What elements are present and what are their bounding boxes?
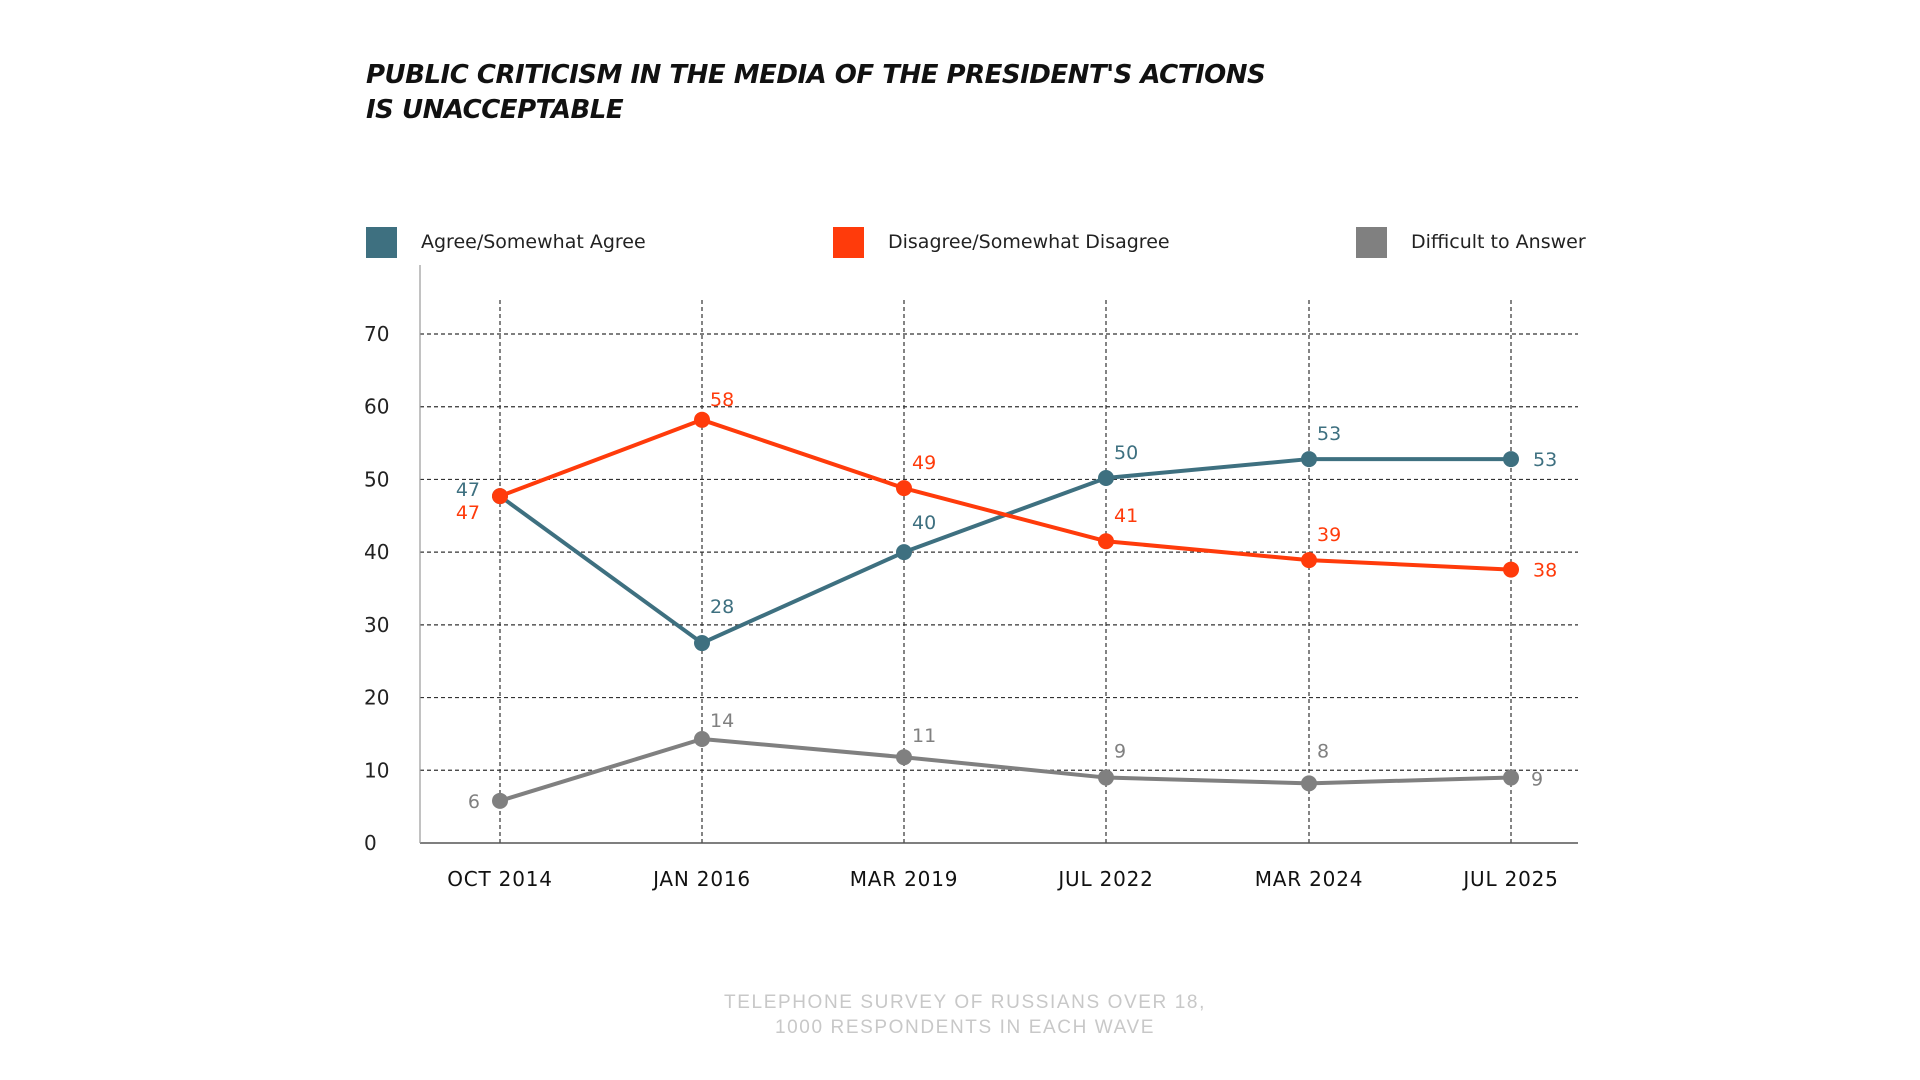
- survey-note-line-2: 1000 RESPONDENTS IN EACH WAVE: [774, 1017, 1156, 1038]
- series-agree: 47 28 40 50 53 53: [456, 423, 1557, 652]
- legend-label-disagree: Disagree/Somewhat Disagree: [888, 231, 1170, 253]
- data-label-agree: 47: [456, 479, 480, 501]
- legend-label-agree: Agree/Somewhat Agree: [421, 231, 646, 253]
- y-tick-label: 40: [364, 540, 389, 564]
- x-tick-label: JAN 2016: [651, 867, 751, 891]
- data-point-agree: [694, 635, 710, 652]
- data-point-disagree: [896, 480, 912, 497]
- data-label-disagree: 38: [1533, 560, 1557, 582]
- legend-swatch-disagree: [833, 227, 864, 258]
- y-tick-label: 30: [364, 613, 389, 637]
- series-line-agree: [498, 457, 1511, 646]
- data-point-agree: [1301, 451, 1317, 468]
- data-point-agree: [1098, 469, 1114, 486]
- data-label-agree: 50: [1114, 442, 1138, 464]
- legend-swatch-difficult: [1356, 227, 1387, 258]
- data-point-disagree: [1301, 552, 1317, 569]
- data-label-agree: 53: [1533, 449, 1557, 471]
- y-tick-label: 60: [364, 395, 389, 419]
- data-label-difficult: 11: [912, 725, 936, 747]
- data-label-agree: 40: [912, 512, 936, 534]
- series-layer: 6 14 11 9 8 9 47 28 40 50 53 53 47 58 49 41 39 38: [456, 389, 1557, 813]
- grid: [420, 300, 1578, 843]
- data-label-disagree: 41: [1114, 505, 1138, 527]
- chart-title: PUBLIC CRITICISM IN THE MEDIA OF THE PRE…: [366, 58, 1366, 128]
- data-point-difficult: [896, 749, 912, 766]
- data-point-agree: [1503, 451, 1519, 468]
- data-point-difficult: [492, 792, 508, 809]
- data-point-difficult: [694, 731, 710, 748]
- data-point-difficult: [1503, 769, 1519, 786]
- data-point-disagree: [1503, 561, 1519, 578]
- legend: Agree/Somewhat Agree Disagree/Somewhat Di…: [366, 227, 1586, 258]
- x-tick-label: MAR 2019: [850, 867, 959, 891]
- x-tick-label: JUL 2022: [1056, 867, 1153, 891]
- chart-title-line-1: PUBLIC CRITICISM IN THE MEDIA OF THE PRE…: [366, 60, 1266, 90]
- data-label-difficult: 8: [1317, 740, 1329, 762]
- data-label-difficult: 6: [468, 791, 480, 813]
- data-label-difficult: 9: [1114, 741, 1126, 763]
- data-label-disagree: 39: [1317, 524, 1341, 546]
- x-axis-ticks: OCT 2014 JAN 2016 MAR 2019 JUL 2022 MAR 2024…: [447, 867, 1558, 891]
- axes: [419, 265, 1578, 844]
- y-tick-label: 50: [364, 467, 389, 491]
- chart-title-line-2: IS UNACCEPTABLE: [366, 95, 624, 125]
- data-point-disagree: [492, 488, 508, 505]
- data-point-difficult: [1301, 775, 1317, 792]
- series-line-difficult: [499, 737, 1512, 803]
- data-label-agree: 53: [1317, 423, 1341, 445]
- y-tick-label: 20: [364, 686, 389, 710]
- data-point-disagree: [1098, 533, 1114, 550]
- data-label-difficult: 9: [1531, 769, 1543, 791]
- data-point-agree: [896, 544, 912, 561]
- legend-label-difficult: Difficult to Answer: [1411, 231, 1586, 253]
- y-tick-label: 10: [364, 758, 389, 782]
- x-tick-label: MAR 2024: [1255, 867, 1364, 891]
- series-disagree: 47 58 49 41 39 38: [456, 389, 1557, 582]
- y-tick-label: 70: [364, 322, 389, 346]
- data-label-disagree: 58: [710, 389, 734, 411]
- data-point-disagree: [694, 411, 710, 428]
- x-tick-label: OCT 2014: [447, 867, 553, 891]
- y-tick-label: 0: [364, 831, 377, 855]
- survey-note: TELEPHONE SURVEY OF RUSSIANS OVER 18, 10…: [0, 990, 1920, 1040]
- survey-note-line-1: TELEPHONE SURVEY OF RUSSIANS OVER 18,: [724, 992, 1206, 1013]
- data-label-disagree: 47: [456, 502, 480, 524]
- series-difficult: 6 14 11 9 8 9: [468, 710, 1543, 813]
- legend-swatch-agree: [366, 227, 397, 258]
- data-label-difficult: 14: [710, 710, 734, 732]
- data-point-difficult: [1098, 769, 1114, 786]
- data-label-agree: 28: [710, 596, 734, 618]
- series-line-disagree: [499, 417, 1512, 572]
- y-axis-ticks: 0 10 20 30 40 50 60 70: [364, 322, 389, 855]
- data-label-disagree: 49: [912, 452, 936, 474]
- x-tick-label: JUL 2025: [1461, 867, 1558, 891]
